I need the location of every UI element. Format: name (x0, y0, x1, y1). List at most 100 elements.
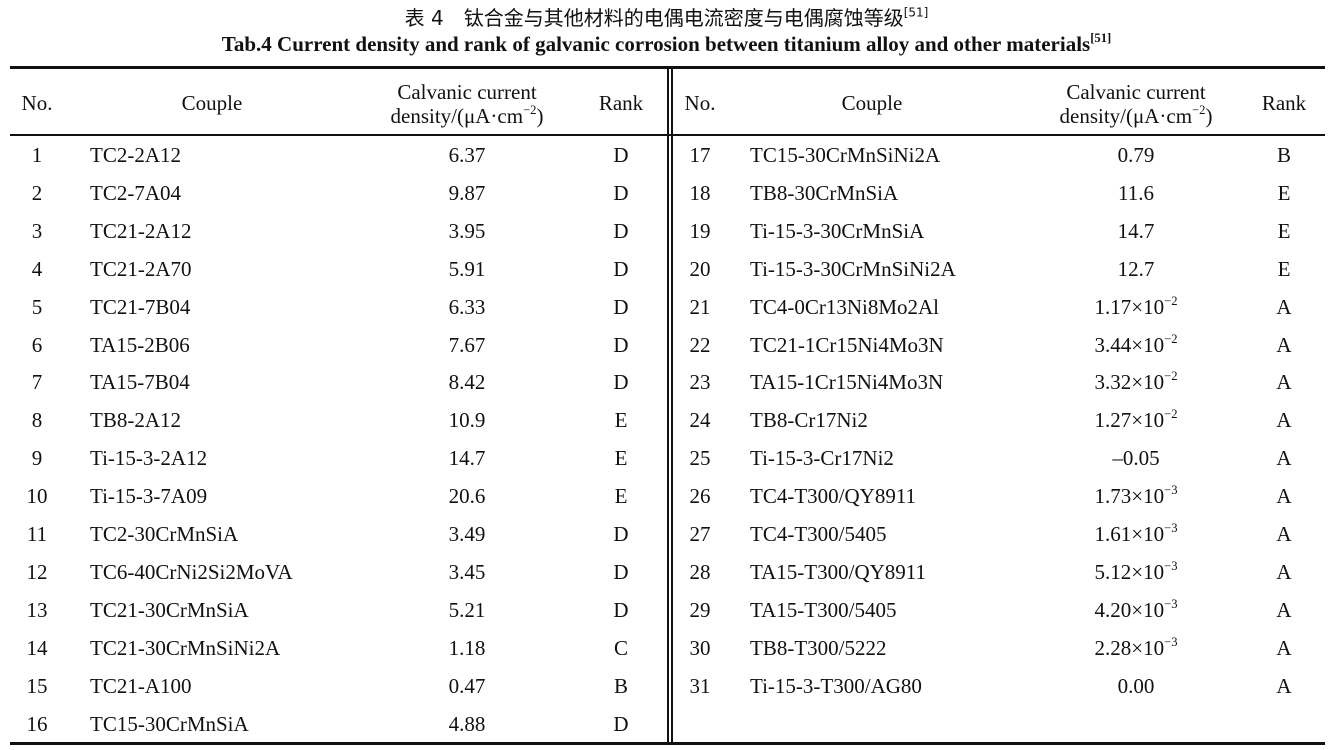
row-no: 19 (689, 218, 711, 243)
row-density: 7.67 (449, 333, 486, 357)
row-density: 1.61×10−3 (1095, 522, 1178, 546)
row-no: 16 (26, 711, 48, 736)
density-value: 1.18 (448, 635, 486, 660)
row-couple: TC21-2A70 (90, 256, 192, 281)
density-value: 7.67 (448, 332, 486, 357)
header-rank: Rank (598, 91, 644, 115)
row-rank: A (1276, 370, 1292, 395)
row-rank: D (613, 218, 629, 243)
row-density: 5.21 (449, 598, 486, 622)
row-no: 21 (689, 294, 711, 319)
row-density: 3.32×10−2 (1095, 370, 1178, 394)
row-no: 29 (689, 597, 711, 622)
density-exponent: −3 (1164, 521, 1178, 536)
row-rank: D (613, 180, 629, 205)
density-value: 3.32×10 (1094, 370, 1165, 395)
density-exponent: −2 (1164, 407, 1178, 422)
row-density: 3.45 (449, 560, 486, 584)
row-couple: TA15-2B06 (90, 332, 190, 357)
header-couple: Couple (181, 91, 243, 115)
row-rank: E (614, 408, 628, 433)
row-density: 0.79 (1118, 143, 1155, 167)
header-density-exp: −2 (523, 103, 537, 118)
row-no: 4 (31, 256, 43, 281)
row-density: 14.7 (1118, 219, 1155, 243)
row-rank: E (614, 446, 628, 471)
density-value: 14.7 (448, 446, 486, 471)
density-value: 3.44×10 (1094, 332, 1165, 357)
row-rank: A (1276, 408, 1292, 433)
row-no: 14 (26, 635, 48, 660)
row-rank: D (613, 559, 629, 584)
row-no: 12 (26, 559, 48, 584)
row-density: 0.00 (1118, 674, 1155, 698)
header-density-close: ) (1205, 104, 1213, 128)
row-couple: Ti-15-3-T300/AG80 (750, 673, 922, 698)
row-couple: TC2-30CrMnSiA (90, 522, 239, 546)
row-rank: D (613, 597, 629, 622)
density-value: 10.9 (448, 408, 486, 433)
row-rank: D (613, 294, 629, 319)
row-density: 11.6 (1118, 181, 1154, 205)
row-rank: A (1276, 484, 1292, 509)
density-exponent: −2 (1164, 369, 1178, 384)
row-no: 8 (31, 408, 43, 433)
density-value: 1.17×10 (1094, 294, 1165, 319)
density-value: 5.12×10 (1094, 559, 1165, 584)
density-exponent: −3 (1164, 559, 1178, 574)
row-couple: TB8-T300/5222 (750, 635, 887, 660)
row-rank: D (613, 332, 629, 357)
row-couple: TB8-Cr17Ni2 (750, 408, 868, 433)
density-value: 0.79 (1117, 143, 1155, 167)
row-density: 4.88 (449, 712, 486, 736)
row-no: 22 (689, 332, 711, 357)
title-cn-text: 表 4 钛合金与其他材料的电偶电流密度与电偶腐蚀等级 (404, 6, 904, 30)
row-no: 2 (31, 180, 43, 205)
row-density: 5.12×10−3 (1095, 560, 1178, 584)
row-density: 6.37 (449, 143, 486, 167)
row-no: 20 (689, 256, 711, 281)
density-value: 20.6 (448, 484, 486, 509)
density-value: 6.33 (448, 294, 486, 319)
row-couple: TA15-T300/QY8911 (750, 559, 927, 584)
row-no: 7 (31, 370, 43, 395)
density-value: 3.49 (448, 522, 486, 546)
density-value: 14.7 (1117, 218, 1155, 243)
row-density: 6.33 (449, 295, 486, 319)
density-value: 9.87 (448, 180, 486, 205)
row-rank: A (1276, 294, 1292, 319)
title-en-text: Tab.4 Current density and rank of galvan… (221, 32, 1091, 56)
citation: [51] (903, 5, 929, 20)
row-no: 6 (31, 332, 43, 357)
row-rank: B (1276, 143, 1292, 167)
row-no: 15 (26, 673, 48, 698)
row-density: 10.9 (449, 408, 486, 432)
density-value: 2.28×10 (1094, 635, 1165, 660)
header-rank: Rank (1261, 91, 1307, 115)
citation: [51] (1090, 31, 1112, 46)
row-couple: TC6-40CrNi2Si2MoVA (90, 559, 293, 584)
density-value: 11.6 (1118, 180, 1154, 205)
top-rule (10, 66, 1325, 69)
density-value: 3.45 (448, 559, 486, 584)
density-value: 1.61×10 (1094, 522, 1165, 546)
row-no: 11 (26, 522, 48, 546)
column-divider (671, 68, 673, 744)
row-no: 17 (689, 143, 711, 167)
row-no: 5 (31, 294, 43, 319)
header-density-unit: density/(μA·cm (390, 104, 524, 128)
row-density: 12.7 (1118, 257, 1155, 281)
header-density: Calvanic current density/(μA·cm−2) (1060, 80, 1213, 128)
density-value: 3.95 (448, 218, 486, 243)
header-density-unit: density/(μA·cm (1059, 104, 1193, 128)
table-title-en: Tab.4 Current density and rank of galvan… (0, 32, 1333, 57)
row-no: 18 (689, 180, 711, 205)
row-no: 31 (689, 673, 711, 698)
column-divider (667, 68, 669, 744)
row-couple: TC21-7B04 (90, 294, 191, 319)
row-couple: TC15-30CrMnSiA (90, 711, 249, 736)
header-density-close: ) (536, 104, 544, 128)
row-couple: Ti-15-3-30CrMnSiA (750, 218, 925, 243)
row-rank: A (1276, 446, 1292, 471)
density-value: 12.7 (1117, 256, 1155, 281)
